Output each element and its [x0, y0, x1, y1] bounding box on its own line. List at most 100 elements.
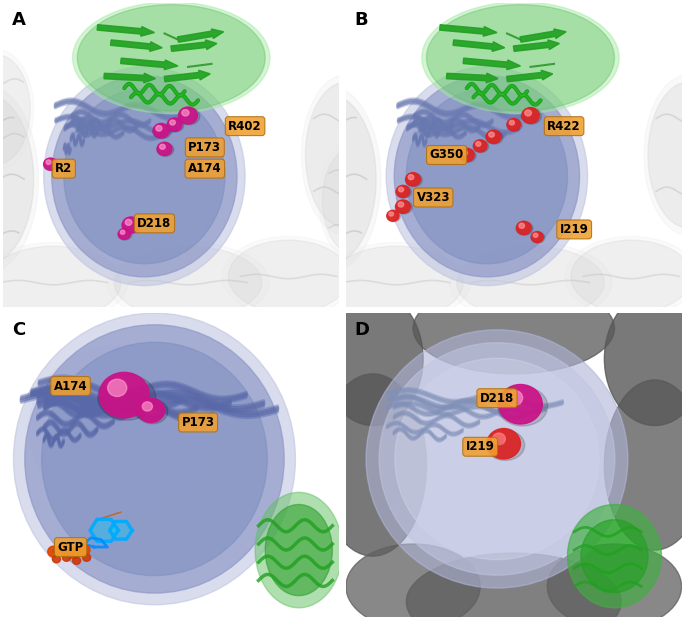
Ellipse shape	[42, 342, 267, 575]
Ellipse shape	[153, 124, 171, 139]
Circle shape	[157, 142, 172, 156]
Circle shape	[108, 379, 127, 397]
Ellipse shape	[379, 343, 614, 575]
Circle shape	[142, 402, 153, 411]
Ellipse shape	[0, 246, 121, 319]
Ellipse shape	[14, 313, 295, 604]
Ellipse shape	[0, 55, 30, 164]
Ellipse shape	[581, 520, 648, 593]
Ellipse shape	[386, 67, 588, 286]
Ellipse shape	[306, 82, 386, 228]
Polygon shape	[90, 520, 119, 541]
Ellipse shape	[395, 358, 599, 560]
Circle shape	[462, 150, 467, 156]
Circle shape	[62, 554, 71, 561]
Ellipse shape	[323, 292, 423, 425]
Circle shape	[525, 110, 532, 116]
Circle shape	[522, 108, 539, 123]
Ellipse shape	[319, 374, 427, 556]
Circle shape	[389, 212, 393, 216]
Circle shape	[516, 221, 531, 234]
Circle shape	[507, 118, 521, 131]
Ellipse shape	[0, 94, 34, 264]
FancyArrow shape	[171, 40, 217, 51]
Text: D: D	[354, 321, 369, 339]
Ellipse shape	[322, 146, 389, 255]
Circle shape	[493, 433, 506, 445]
Ellipse shape	[486, 131, 503, 144]
Circle shape	[488, 132, 495, 137]
Ellipse shape	[396, 186, 412, 198]
FancyArrow shape	[463, 58, 521, 69]
Text: P173: P173	[182, 416, 214, 429]
Ellipse shape	[157, 143, 174, 156]
Ellipse shape	[567, 505, 662, 608]
Ellipse shape	[486, 430, 525, 461]
Ellipse shape	[43, 159, 59, 170]
Ellipse shape	[406, 553, 621, 620]
Ellipse shape	[386, 211, 401, 222]
Ellipse shape	[547, 544, 682, 620]
Ellipse shape	[648, 82, 685, 228]
Circle shape	[121, 230, 125, 234]
Circle shape	[476, 141, 481, 146]
Text: I219: I219	[466, 440, 495, 453]
FancyArrow shape	[440, 25, 497, 36]
Ellipse shape	[98, 374, 155, 420]
Text: B: B	[354, 11, 368, 29]
Ellipse shape	[122, 218, 142, 234]
Ellipse shape	[0, 242, 127, 322]
Ellipse shape	[114, 246, 262, 319]
Text: R422: R422	[547, 120, 581, 133]
Circle shape	[167, 118, 182, 131]
Circle shape	[398, 202, 403, 207]
Ellipse shape	[521, 108, 541, 124]
Ellipse shape	[52, 76, 237, 277]
Ellipse shape	[406, 89, 567, 264]
FancyArrow shape	[507, 70, 553, 82]
FancyArrow shape	[177, 29, 223, 42]
Circle shape	[99, 373, 149, 418]
Ellipse shape	[531, 232, 545, 243]
Circle shape	[119, 229, 130, 239]
Polygon shape	[110, 521, 132, 539]
FancyArrow shape	[453, 40, 505, 51]
Circle shape	[78, 544, 90, 556]
Circle shape	[179, 107, 197, 124]
Circle shape	[73, 557, 81, 564]
Ellipse shape	[255, 492, 342, 608]
Text: P173: P173	[188, 141, 221, 154]
Ellipse shape	[644, 75, 685, 235]
Ellipse shape	[422, 2, 619, 113]
Circle shape	[486, 130, 501, 143]
Ellipse shape	[366, 330, 628, 588]
Ellipse shape	[516, 222, 533, 235]
Circle shape	[44, 158, 57, 170]
Ellipse shape	[277, 86, 381, 273]
Ellipse shape	[604, 292, 685, 425]
Ellipse shape	[137, 399, 168, 423]
Ellipse shape	[507, 119, 522, 131]
Text: R402: R402	[228, 120, 262, 133]
Ellipse shape	[301, 75, 390, 235]
Circle shape	[399, 187, 403, 192]
Text: D218: D218	[137, 217, 171, 230]
Ellipse shape	[178, 108, 200, 125]
FancyArrow shape	[447, 73, 498, 83]
FancyArrow shape	[97, 25, 154, 36]
Circle shape	[506, 391, 523, 405]
Circle shape	[46, 160, 51, 164]
Ellipse shape	[222, 236, 356, 317]
Ellipse shape	[77, 4, 265, 111]
FancyArrow shape	[513, 40, 560, 51]
Text: R2: R2	[55, 162, 73, 175]
Text: A174: A174	[53, 379, 88, 392]
Text: I219: I219	[560, 223, 588, 236]
Ellipse shape	[413, 283, 614, 374]
Text: G350: G350	[429, 149, 464, 161]
Circle shape	[519, 223, 525, 228]
Ellipse shape	[282, 94, 376, 264]
Circle shape	[170, 120, 175, 125]
Ellipse shape	[449, 242, 612, 322]
Ellipse shape	[346, 544, 480, 620]
